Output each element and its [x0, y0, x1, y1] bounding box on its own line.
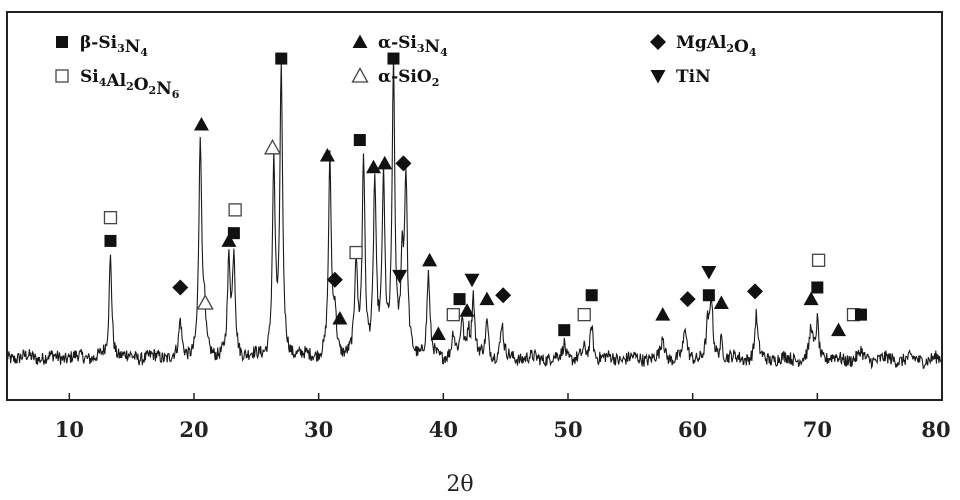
legend-marker-mgal2o4: [650, 34, 666, 50]
phase-marker-beta_si3n4: [811, 281, 824, 294]
legend-label-tin: TiN: [676, 67, 711, 87]
diffraction-pattern-line: [7, 54, 942, 370]
phase-marker-beta_si3n4: [104, 234, 117, 247]
phase-marker-alpha_si3n4: [366, 159, 382, 174]
phase-marker-mgal2o4: [679, 291, 696, 308]
phase-marker-mgal2o4: [172, 279, 189, 296]
legend-marker-beta_si3n4: [56, 36, 68, 48]
phase-marker-mgal2o4: [395, 155, 412, 172]
phase-marker-mgal2o4: [326, 271, 343, 288]
x-tick-label: 60: [678, 417, 707, 442]
phase-markers: [103, 52, 867, 341]
phase-marker-tin: [464, 273, 480, 288]
legend-label-beta_si3n4: β-Si3N4: [80, 33, 148, 59]
legend-marker-alpha_sio2: [351, 67, 369, 83]
phase-marker-mgal2o4: [747, 283, 763, 300]
x-axis-ticks: 10 20 30 40 50 60 70 80: [55, 393, 951, 442]
phase-marker-alpha_si3n4: [430, 326, 446, 341]
legend-marker-tin: [650, 70, 666, 84]
phase-marker-alpha_si3n4: [713, 295, 729, 309]
phase-marker-beta_si3n4: [558, 324, 571, 337]
phase-marker-alpha_si3n4: [479, 291, 495, 306]
phase-marker-alpha_si3n4: [377, 155, 393, 170]
x-tick-label: 30: [304, 417, 333, 442]
phase-marker-beta_si3n4: [353, 134, 366, 147]
phase-marker-si4al2o2n6: [228, 203, 242, 217]
phase-marker-alpha_si3n4: [221, 233, 237, 247]
phase-marker-si4al2o2n6: [103, 210, 118, 225]
x-tick-label: 20: [179, 417, 208, 442]
phase-marker-si4al2o2n6: [349, 245, 363, 260]
phase-marker-beta_si3n4: [387, 52, 400, 65]
legend-label-mgal2o4: MgAl2O4: [676, 33, 757, 59]
phase-marker-alpha_sio2: [263, 138, 282, 155]
phase-marker-si4al2o2n6: [577, 307, 591, 322]
phase-marker-mgal2o4: [495, 287, 512, 304]
x-tick-label: 50: [553, 417, 582, 442]
phase-marker-alpha_si3n4: [332, 311, 348, 325]
phase-marker-beta_si3n4: [227, 227, 240, 240]
legend-marker-si4al2o2n6: [55, 69, 69, 83]
x-axis-title: 2θ: [446, 472, 473, 497]
phase-marker-beta_si3n4: [275, 52, 288, 65]
legend-marker-alpha_si3n4: [352, 34, 368, 48]
phase-marker-beta_si3n4: [585, 289, 598, 302]
phase-marker-alpha_si3n4: [319, 148, 335, 162]
legend-label-alpha_sio2: α-SiO2: [378, 67, 439, 89]
phase-marker-alpha_si3n4: [459, 303, 475, 317]
phase-marker-si4al2o2n6: [811, 253, 826, 267]
phase-marker-tin: [701, 265, 717, 280]
phase-marker-alpha_si3n4: [422, 252, 438, 267]
phase-marker-beta_si3n4: [453, 293, 466, 306]
phase-marker-alpha_si3n4: [193, 117, 209, 131]
legend: β-Si3N4 α-Si3N4 MgAl2O4 Si4Al2O2N6 α-SiO2 TiN: [55, 33, 757, 101]
x-tick-label: 10: [55, 417, 84, 442]
phase-marker-alpha_si3n4: [655, 307, 671, 321]
x-tick-label: 40: [429, 417, 458, 442]
x-tick-label: 70: [803, 417, 832, 442]
phase-marker-alpha_si3n4: [803, 291, 819, 306]
phase-marker-beta_si3n4: [854, 308, 867, 321]
legend-label-alpha_si3n4: α-Si3N4: [378, 33, 448, 59]
phase-marker-si4al2o2n6: [446, 307, 460, 322]
x-tick-label: 80: [921, 417, 950, 442]
plot-area: [6, 11, 943, 401]
legend-label-si4al2o2n6: Si4Al2O2N6: [80, 67, 180, 101]
phase-marker-tin: [392, 269, 408, 284]
phase-marker-beta_si3n4: [702, 289, 715, 302]
phase-marker-alpha_sio2: [196, 294, 214, 310]
phase-marker-alpha_si3n4: [831, 322, 847, 337]
